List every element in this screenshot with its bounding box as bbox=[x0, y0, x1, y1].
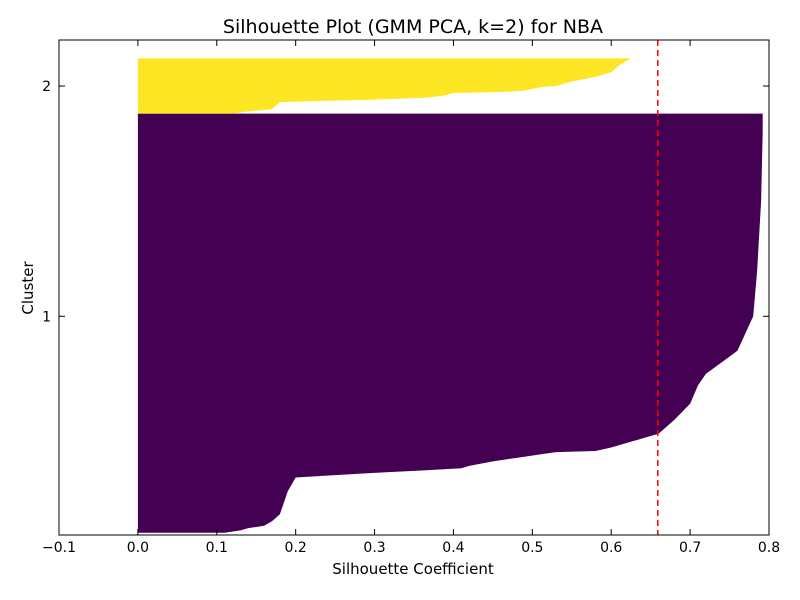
y-tick-label: 1 bbox=[42, 309, 51, 325]
x-tick-label: 0.3 bbox=[363, 540, 385, 556]
x-tick-label: 0.6 bbox=[600, 540, 622, 556]
y-axis-label: Cluster bbox=[19, 261, 37, 315]
x-tick-label: 0.8 bbox=[758, 540, 780, 556]
silhouette-band-cluster-2 bbox=[137, 58, 631, 114]
chart-title: Silhouette Plot (GMM PCA, k=2) for NBA bbox=[223, 16, 603, 38]
x-tick-label: 0.2 bbox=[285, 540, 307, 556]
y-tick-label: 2 bbox=[42, 79, 51, 95]
x-tick-label: 0.5 bbox=[521, 540, 543, 556]
x-tick-label: 0.1 bbox=[206, 540, 228, 556]
plot-area: −0.1 0.0 0.1 0.2 0.3 0.4 0.5 0.6 0.7 0.8 1 2 bbox=[42, 39, 780, 556]
silhouette-band-cluster-1 bbox=[137, 113, 763, 533]
x-tick-label: 0.7 bbox=[679, 540, 701, 556]
x-tick-label: 0.4 bbox=[442, 540, 464, 556]
x-tick-label: −0.1 bbox=[42, 540, 76, 556]
axes-frame bbox=[58, 39, 770, 536]
x-tick-label: 0.0 bbox=[127, 540, 149, 556]
x-axis-label: Silhouette Coefficient bbox=[332, 560, 494, 578]
